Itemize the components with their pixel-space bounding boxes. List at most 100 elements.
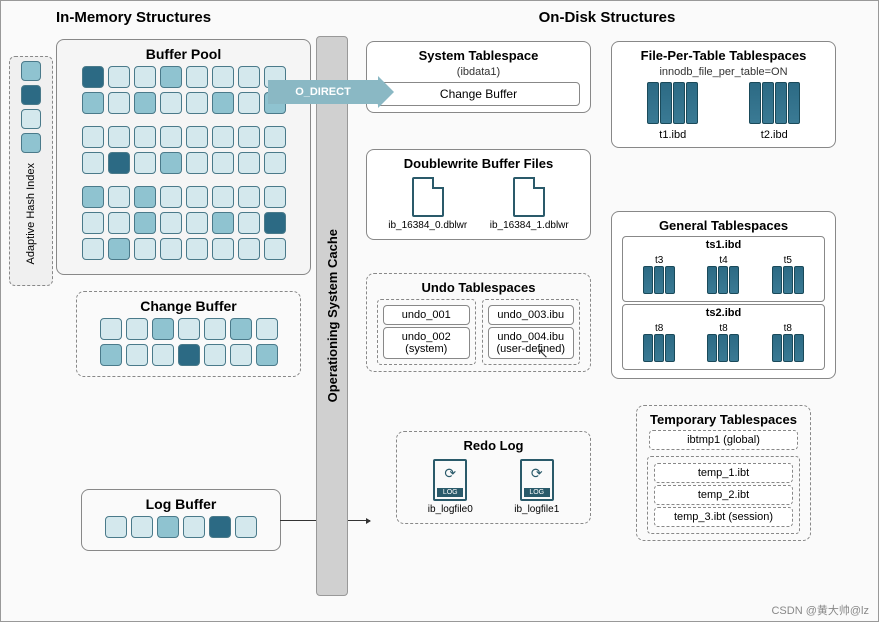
buffer-cell — [82, 152, 104, 174]
buffer-cell — [264, 186, 286, 208]
change-buffer: Change Buffer — [76, 291, 301, 377]
log-icon — [520, 459, 554, 501]
buffer-cell — [160, 186, 182, 208]
buffer-pool-title: Buffer Pool — [65, 46, 302, 62]
buffer-cell — [108, 238, 130, 260]
buffer-cell — [108, 92, 130, 114]
file-icon — [412, 177, 444, 217]
buffer-cell — [108, 66, 130, 88]
buffer-cell — [230, 344, 252, 366]
undo-title: Undo Tablespaces — [377, 280, 580, 295]
on-disk-title: On-Disk Structures — [336, 1, 878, 34]
db-file: t1.ibd — [647, 82, 698, 141]
buffer-cell — [134, 238, 156, 260]
buffer-cell — [152, 318, 174, 340]
buffer-cell — [82, 126, 104, 148]
buffer-cell — [238, 66, 260, 88]
buffer-cell — [238, 92, 260, 114]
buffer-cell — [160, 66, 182, 88]
buffer-cell — [108, 126, 130, 148]
buffer-cell — [264, 212, 286, 234]
buffer-cell — [134, 186, 156, 208]
file-per-table-ts: File-Per-Table Tablespaces innodb_file_p… — [611, 41, 836, 148]
architecture-diagram: In-Memory Structures Adaptive Hash Index… — [0, 0, 879, 622]
buffer-pool: Buffer Pool — [56, 39, 311, 275]
buffer-cell — [178, 318, 200, 340]
buffer-cell — [82, 238, 104, 260]
buffer-cell — [108, 152, 130, 174]
buffer-cell — [21, 133, 41, 153]
undo-tablespaces: Undo Tablespaces undo_001undo_002 (syste… — [366, 273, 591, 372]
buffer-cell — [157, 516, 179, 538]
buffer-cell — [212, 66, 234, 88]
cursor-icon: ↖ — [537, 345, 549, 362]
gen-ts-title: General Tablespaces — [622, 218, 825, 233]
buffer-cell — [178, 344, 200, 366]
buffer-cell — [100, 318, 122, 340]
buffer-cell — [209, 516, 231, 538]
buffer-cell — [235, 516, 257, 538]
buffer-cell — [186, 212, 208, 234]
sys-ts-sub: (ibdata1) — [377, 66, 580, 78]
buffer-cell — [134, 126, 156, 148]
buffer-cell — [264, 238, 286, 260]
dbw-title: Doublewrite Buffer Files — [377, 156, 580, 171]
buffer-cell — [204, 318, 226, 340]
buffer-cell — [183, 516, 205, 538]
buffer-cell — [82, 66, 104, 88]
buffer-cell — [160, 212, 182, 234]
os-cache-label: Operationing System Cache — [325, 229, 340, 402]
buffer-cell — [186, 238, 208, 260]
buffer-cell — [212, 126, 234, 148]
temp-title: Temporary Tablespaces — [647, 412, 800, 427]
temp-global: ibtmp1 (global) — [649, 430, 798, 450]
sys-ts-title: System Tablespace — [377, 48, 580, 63]
doublewrite-buffer: Doublewrite Buffer Files ib_16384_0.dblw… — [366, 149, 591, 240]
buffer-cell — [264, 152, 286, 174]
buffer-cell — [256, 344, 278, 366]
buffer-cell — [160, 92, 182, 114]
buffer-cell — [186, 66, 208, 88]
buffer-cell — [212, 238, 234, 260]
buffer-cell — [152, 344, 174, 366]
db-file: t2.ibd — [749, 82, 800, 141]
buffer-cell — [82, 212, 104, 234]
os-cache: Operationing System Cache — [316, 36, 348, 596]
log-icon — [433, 459, 467, 501]
buffer-cell — [82, 92, 104, 114]
buffer-cell — [134, 152, 156, 174]
buffer-cell — [230, 318, 252, 340]
buffer-cell — [134, 66, 156, 88]
sys-ts-changebuffer: Change Buffer — [377, 82, 580, 106]
log-buffer: Log Buffer — [81, 489, 281, 551]
redo-log: Redo Log ib_logfile0ib_logfile1 — [396, 431, 591, 524]
in-memory-title: In-Memory Structures — [1, 1, 336, 34]
redo-title: Redo Log — [407, 438, 580, 453]
buffer-cell — [238, 212, 260, 234]
change-buffer-title: Change Buffer — [87, 298, 290, 314]
buffer-cell — [160, 152, 182, 174]
on-disk-section: On-Disk Structures System Tablespace (ib… — [336, 1, 878, 621]
log-buffer-title: Log Buffer — [90, 496, 272, 512]
buffer-cell — [212, 92, 234, 114]
buffer-cell — [186, 92, 208, 114]
buffer-cell — [21, 85, 41, 105]
buffer-cell — [108, 186, 130, 208]
buffer-cell — [21, 61, 41, 81]
buffer-cell — [238, 186, 260, 208]
buffer-cell — [212, 212, 234, 234]
watermark: CSDN @黄大帅@lz — [771, 602, 869, 618]
file-icon — [513, 177, 545, 217]
buffer-cell — [21, 109, 41, 129]
general-tablespaces: General Tablespaces ts1.ibdt3t4t5ts2.ibd… — [611, 211, 836, 379]
buffer-cell — [212, 152, 234, 174]
buffer-cell — [186, 186, 208, 208]
ahi-label: Adaptive Hash Index — [25, 163, 37, 265]
buffer-cell — [204, 344, 226, 366]
buffer-cell — [186, 126, 208, 148]
buffer-cell — [238, 238, 260, 260]
buffer-cell — [100, 344, 122, 366]
system-tablespace: System Tablespace (ibdata1) Change Buffe… — [366, 41, 591, 113]
buffer-cell — [134, 92, 156, 114]
buffer-cell — [82, 186, 104, 208]
